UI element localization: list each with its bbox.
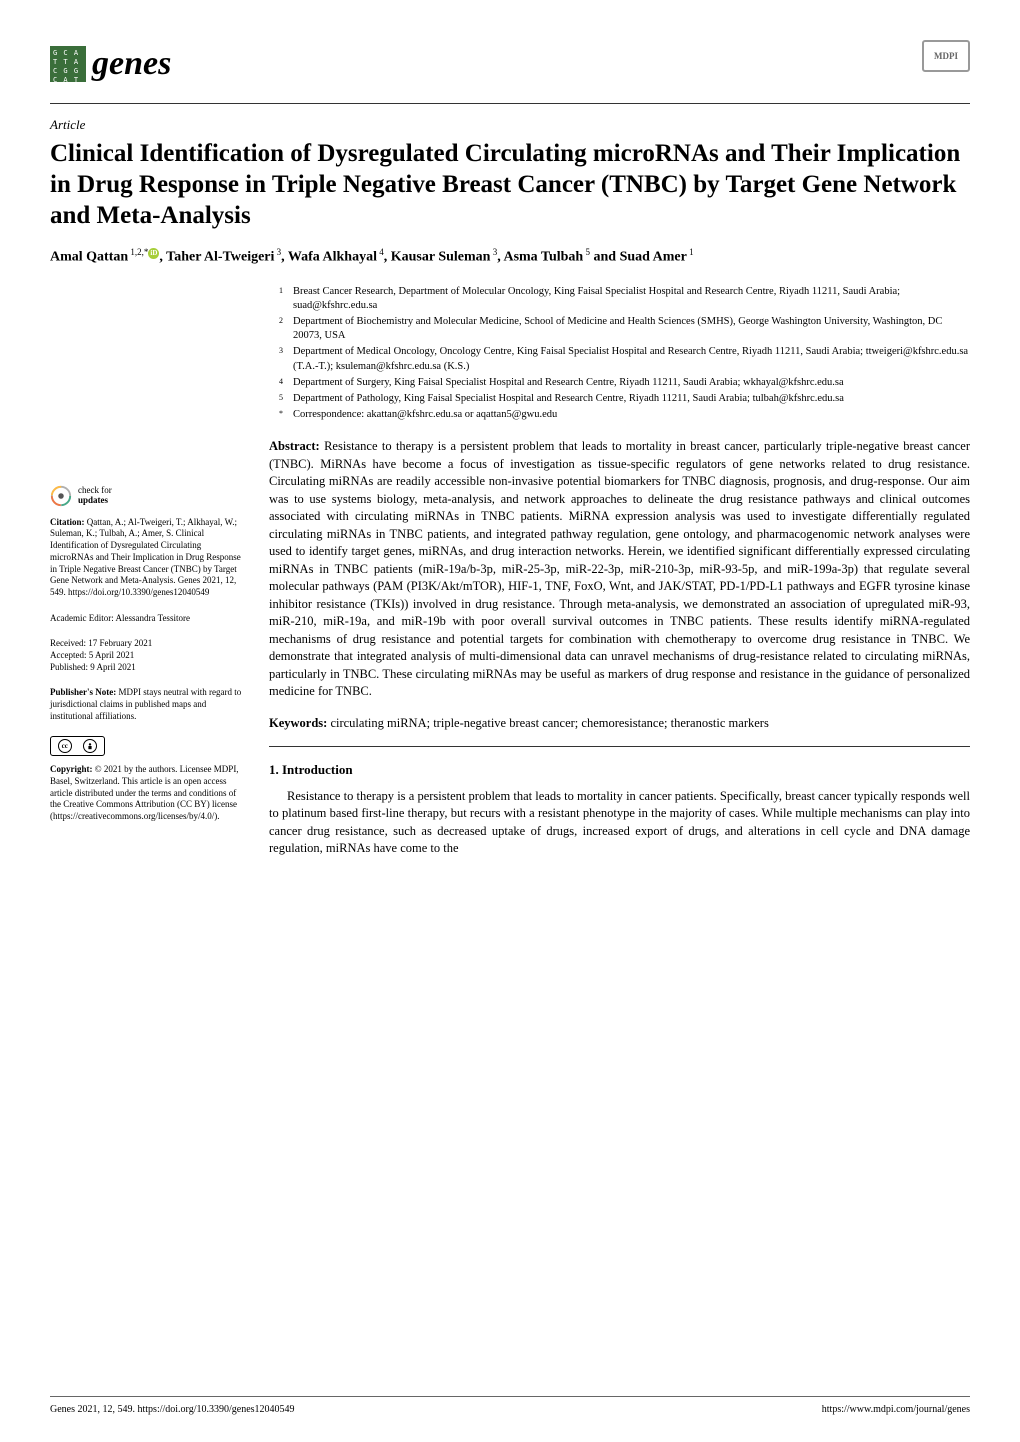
orcid-icon: iD — [148, 248, 159, 259]
abstract-label: Abstract: — [269, 439, 320, 453]
affiliation-1: 1 Breast Cancer Research, Department of … — [279, 285, 970, 313]
editor-block: Academic Editor: Alessandra Tessitore — [50, 613, 245, 625]
affil-num-3: 3 — [279, 345, 293, 373]
journal-name: genes — [92, 40, 171, 88]
publisher-note-label: Publisher's Note: — [50, 687, 116, 697]
page-header: G C A T T A C G G C A T genes MDPI — [50, 40, 970, 88]
affil-text-3: Department of Medical Oncology, Oncology… — [293, 345, 970, 373]
affil-text-4: Department of Surgery, King Faisal Speci… — [293, 376, 970, 390]
author-sep: , — [384, 249, 391, 264]
author-4: Kausar Suleman — [391, 249, 491, 264]
journal-logo: G C A T T A C G G C A T genes — [50, 40, 171, 88]
cc-icon: cc — [58, 739, 72, 753]
affiliations-list: 1 Breast Cancer Research, Department of … — [269, 285, 970, 423]
abstract: Abstract: Resistance to therapy is a per… — [269, 438, 970, 701]
affil-num-2: 2 — [279, 315, 293, 343]
footer-left: Genes 2021, 12, 549. https://doi.org/10.… — [50, 1403, 295, 1417]
author-1: Amal Qattan — [50, 249, 128, 264]
main-column: 1 Breast Cancer Research, Department of … — [269, 285, 970, 858]
footer-right: https://www.mdpi.com/journal/genes — [822, 1403, 970, 1417]
author-6: Suad Amer — [620, 249, 687, 264]
author-sep: , — [281, 249, 288, 264]
cc-by-badge: cc — [50, 736, 105, 756]
affiliation-4: 4 Department of Surgery, King Faisal Spe… — [279, 376, 970, 390]
section-1-heading: 1. Introduction — [269, 761, 970, 779]
publisher-logo: MDPI — [922, 40, 970, 72]
genes-logo-box: G C A T T A C G G C A T — [50, 46, 86, 82]
published-date: Published: 9 April 2021 — [50, 662, 245, 674]
affil-text-2: Department of Biochemistry and Molecular… — [293, 315, 970, 343]
keywords-divider — [269, 746, 970, 747]
affil-num-5: 5 — [279, 392, 293, 406]
sidebar: check forupdates Citation: Qattan, A.; A… — [50, 285, 245, 858]
affil-num-corr: * — [279, 408, 293, 422]
author-5-sup: 5 — [583, 247, 590, 257]
received-date: Received: 17 February 2021 — [50, 638, 245, 650]
dates-block: Received: 17 February 2021 Accepted: 5 A… — [50, 638, 245, 673]
accepted-date: Accepted: 5 April 2021 — [50, 650, 245, 662]
author-5: Asma Tulbah — [503, 249, 583, 264]
author-1-sup: 1,2, — [128, 247, 144, 257]
check-updates-text: check forupdates — [78, 486, 112, 506]
affiliation-5: 5 Department of Pathology, King Faisal S… — [279, 392, 970, 406]
abstract-text: Resistance to therapy is a persistent pr… — [269, 439, 970, 698]
check-updates-badge[interactable]: check forupdates — [50, 485, 245, 507]
copyright-label: Copyright: — [50, 764, 93, 774]
affil-text-1: Breast Cancer Research, Department of Mo… — [293, 285, 970, 313]
author-sep: and — [590, 249, 620, 264]
editor-label: Academic Editor: — [50, 613, 114, 623]
header-divider — [50, 103, 970, 104]
affil-text-corr: Correspondence: akattan@kfshrc.edu.sa or… — [293, 408, 970, 422]
article-title: Clinical Identification of Dysregulated … — [50, 138, 970, 232]
keywords: Keywords: circulating miRNA; triple-nega… — [269, 715, 970, 733]
affiliation-3: 3 Department of Medical Oncology, Oncolo… — [279, 345, 970, 373]
citation-block: Citation: Qattan, A.; Al-Tweigeri, T.; A… — [50, 517, 245, 599]
affil-num-1: 1 — [279, 285, 293, 313]
check-updates-icon — [50, 485, 72, 507]
affiliation-2: 2 Department of Biochemistry and Molecul… — [279, 315, 970, 343]
affil-text-5: Department of Pathology, King Faisal Spe… — [293, 392, 970, 406]
affil-num-4: 4 — [279, 376, 293, 390]
correspondence: * Correspondence: akattan@kfshrc.edu.sa … — [279, 408, 970, 422]
editor-name: Alessandra Tessitore — [116, 613, 190, 623]
section-1-body: Resistance to therapy is a persistent pr… — [269, 788, 970, 858]
author-6-sup: 1 — [687, 247, 694, 257]
author-3: Wafa Alkhayal — [288, 249, 377, 264]
citation-label: Citation: — [50, 517, 85, 527]
keywords-text: circulating miRNA; triple-negative breas… — [330, 716, 768, 730]
citation-text: Qattan, A.; Al-Tweigeri, T.; Alkhayal, W… — [50, 517, 241, 597]
publisher-note-block: Publisher's Note: MDPI stays neutral wit… — [50, 687, 245, 722]
author-2: Taher Al-Tweigeri — [166, 249, 274, 264]
page-footer: Genes 2021, 12, 549. https://doi.org/10.… — [50, 1396, 970, 1417]
by-icon — [83, 739, 97, 753]
author-3-sup: 4 — [377, 247, 384, 257]
article-type: Article — [50, 116, 970, 134]
license-block: cc Copyright: © 2021 by the authors. Lic… — [50, 736, 245, 822]
keywords-label: Keywords: — [269, 716, 327, 730]
authors-line: Amal Qattan 1,2,*iD, Taher Al-Tweigeri 3… — [50, 246, 970, 267]
